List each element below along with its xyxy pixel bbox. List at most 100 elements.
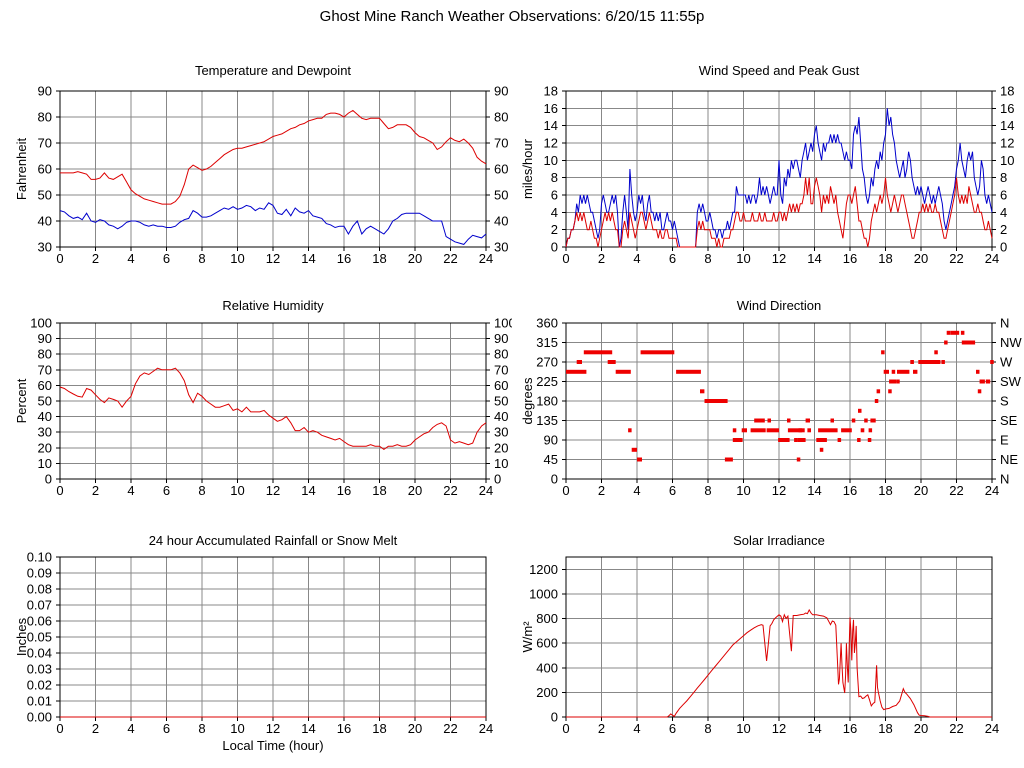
y-tick-label: 270 — [536, 355, 558, 370]
chart-title: 24 hour Accumulated Rainfall or Snow Mel… — [149, 533, 398, 548]
x-tick-label: 2 — [92, 483, 99, 498]
chart-solar-irradiance: Solar Irradiance 0 200 400 600 800 1000 1200 0 2 4… — [512, 525, 1024, 768]
x-tick-label: 22 — [443, 483, 457, 498]
y-tick-label: 2 — [551, 222, 558, 237]
y-tick-label-right: NE — [1000, 452, 1018, 467]
y-tick-label: 0.03 — [27, 662, 52, 677]
y-tick-label-right: W — [1000, 355, 1013, 370]
x-tick-label: 12 — [266, 721, 280, 736]
x-tick-label: 20 — [408, 251, 422, 266]
x-tick-label: 24 — [479, 251, 493, 266]
y-tick-label: 1200 — [529, 562, 558, 577]
y-tick-label-right: 70 — [494, 362, 508, 377]
x-tick-label: 14 — [301, 721, 315, 736]
x-tick-label: 8 — [704, 251, 711, 266]
chart-labels: Relative Humidity01020304050607080901000… — [14, 298, 516, 498]
x-tick-label: 16 — [843, 721, 857, 736]
x-tick-label: 14 — [807, 483, 821, 498]
x-tick-label: 4 — [127, 251, 134, 266]
chart-labels: 24 hour Accumulated Rainfall or Snow Mel… — [14, 533, 493, 753]
chart-labels: Temperature and Dewpoint3040506070809030… — [14, 63, 508, 266]
x-tick-label: 14 — [301, 483, 315, 498]
x-tick-label: 4 — [633, 251, 640, 266]
y-tick-label: 60 — [38, 162, 52, 177]
y-axis-title: Percent — [14, 378, 29, 423]
x-tick-label: 8 — [198, 251, 205, 266]
x-tick-label: 20 — [408, 483, 422, 498]
x-tick-label: 22 — [949, 721, 963, 736]
y-tick-label-right: 90 — [494, 84, 508, 99]
y-tick-label: 0.08 — [27, 582, 52, 597]
y-tick-label: 12 — [544, 136, 558, 151]
y-tick-label-right: 50 — [494, 394, 508, 409]
y-tick-label-right: 18 — [1000, 84, 1014, 99]
y-tick-label: 40 — [38, 214, 52, 229]
y-tick-label: 180 — [536, 394, 558, 409]
x-tick-label: 0 — [56, 721, 63, 736]
y-tick-label-right: 70 — [494, 136, 508, 151]
y-tick-label-right: N — [1000, 472, 1009, 487]
y-tick-label: 0.06 — [27, 614, 52, 629]
x-tick-label: 8 — [704, 721, 711, 736]
x-tick-label: 16 — [843, 251, 857, 266]
x-tick-label: 18 — [878, 251, 892, 266]
x-tick-label: 0 — [56, 251, 63, 266]
y-tick-label-right: SE — [1000, 413, 1018, 428]
chart-wind-direction: Wind Direction 0 45 90 135 180 225 270 315 360 N NE… — [512, 290, 1024, 525]
y-tick-label-right: E — [1000, 433, 1009, 448]
y-tick-label: 4 — [551, 205, 558, 220]
y-tick-label-right: S — [1000, 394, 1009, 409]
x-tick-label: 14 — [301, 251, 315, 266]
rainfall-canvas: 24 hour Accumulated Rainfall or Snow Mel… — [14, 533, 493, 753]
x-tick-label: 22 — [949, 483, 963, 498]
chart-wind-speed-gust: Wind Speed and Peak Gust 0 2 4 6 8 10 12 14 16 18 0… — [512, 55, 1024, 290]
y-tick-label: 315 — [536, 335, 558, 350]
x-tick-label: 4 — [633, 721, 640, 736]
x-tick-label: 8 — [198, 721, 205, 736]
x-tick-label: 2 — [598, 251, 605, 266]
x-tick-label: 4 — [633, 483, 640, 498]
y-tick-label: 45 — [544, 452, 558, 467]
humidity-line — [59, 367, 487, 451]
y-tick-label-right: 40 — [494, 409, 508, 424]
y-tick-label: 0 — [551, 240, 558, 255]
x-tick-label: 2 — [92, 251, 99, 266]
x-tick-label: 10 — [736, 721, 750, 736]
y-tick-label: 0.09 — [27, 566, 52, 581]
y-tick-label: 0.00 — [27, 710, 52, 725]
x-tick-label: 12 — [772, 721, 786, 736]
axis-ticks — [56, 322, 490, 483]
y-tick-label: 70 — [38, 136, 52, 151]
y-tick-label-right: 60 — [494, 378, 508, 393]
x-tick-label: 18 — [372, 721, 386, 736]
y-tick-label: 0.05 — [27, 630, 52, 645]
y-tick-label-right: 10 — [1000, 153, 1014, 168]
y-axis-title: miles/hour — [520, 138, 535, 199]
y-tick-label-right: 4 — [1000, 205, 1007, 220]
y-tick-label: 1000 — [529, 586, 558, 601]
chart-title: Temperature and Dewpoint — [195, 63, 351, 78]
y-axis-title: degrees — [520, 377, 535, 424]
y-tick-label: 10 — [38, 456, 52, 471]
y-tick-label-right: 100 — [494, 316, 512, 331]
y-axis-title: Fahrenheit — [14, 138, 29, 201]
x-tick-label: 6 — [163, 251, 170, 266]
x-tick-label: 0 — [56, 483, 63, 498]
x-tick-label: 6 — [669, 483, 676, 498]
axis-ticks — [56, 556, 487, 721]
x-tick-label: 10 — [736, 251, 750, 266]
wind-direction-dashes — [566, 330, 994, 462]
x-tick-label: 24 — [985, 483, 999, 498]
y-tick-label: 6 — [551, 188, 558, 203]
chart-temperature-dewpoint: Temperature and Dewpoint 30 40 50 60 70 80 90 30… — [0, 55, 512, 290]
x-tick-label: 16 — [337, 251, 351, 266]
page-title: Ghost Mine Ranch Weather Observations: 6… — [319, 8, 705, 25]
y-tick-label-right: N — [1000, 316, 1009, 331]
x-tick-label: 2 — [598, 483, 605, 498]
y-tick-label: 100 — [30, 316, 52, 331]
x-tick-label: 24 — [985, 721, 999, 736]
y-tick-label: 0.01 — [27, 694, 52, 709]
x-tick-label: 8 — [198, 483, 205, 498]
